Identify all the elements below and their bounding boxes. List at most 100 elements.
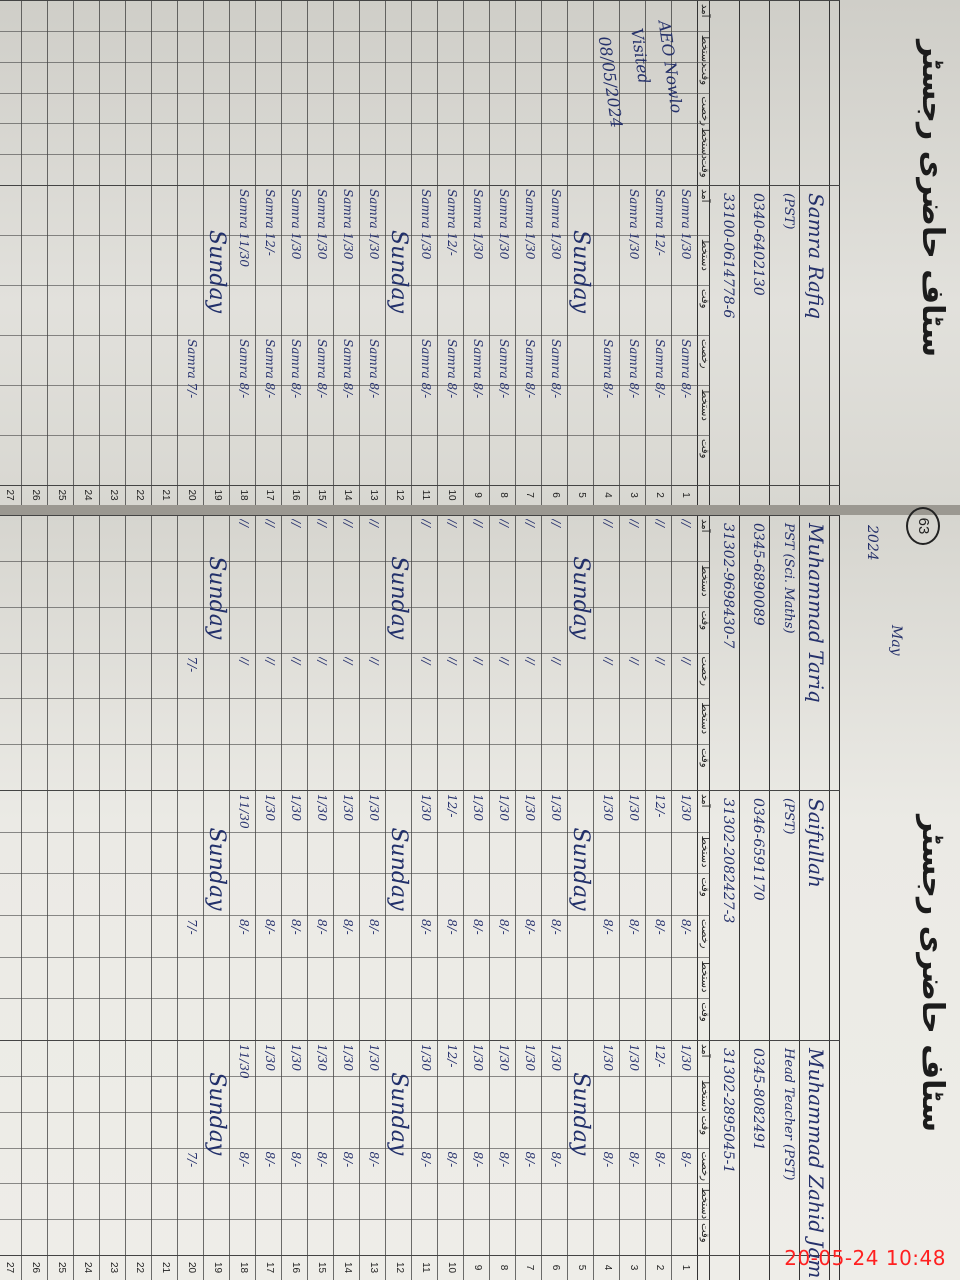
arrival-entry: // — [315, 519, 329, 528]
arrival-entry: // — [341, 519, 355, 528]
day-number: 11 — [420, 1262, 431, 1273]
column-header: آمد — [699, 519, 710, 533]
page-number: 63 — [906, 507, 940, 545]
column-header: دستخط — [699, 960, 710, 993]
grid-line — [151, 515, 152, 1280]
column-header: وقت — [699, 65, 710, 86]
staff-phone: 0345-8082491 — [750, 1048, 766, 1151]
departure-entry: Samra 8/- — [653, 339, 667, 399]
day-number: 14 — [342, 1261, 353, 1274]
staff-phone: 0340-6402130 — [750, 193, 766, 296]
departure-entry: Samra 8/- — [601, 339, 615, 399]
arrival-entry: Samra 1/30 — [471, 189, 485, 260]
arrival-entry: 1/30 — [341, 794, 355, 821]
day-number: 3 — [628, 492, 639, 498]
grid-line — [281, 0, 282, 505]
sunday-entry: Sunday — [386, 556, 411, 640]
staff-phone: 0346-6591170 — [750, 798, 766, 901]
day-number: 23 — [108, 489, 119, 501]
arrival-entry: // — [549, 519, 563, 528]
grid-line — [47, 0, 48, 505]
day-number: 9 — [472, 1264, 483, 1271]
day-number: 13 — [368, 1261, 379, 1274]
departure-entry: Samra 8/- — [679, 339, 693, 399]
sunday-entry: Sunday — [568, 1072, 593, 1156]
column-header: آمد — [699, 1044, 710, 1058]
day-number: 15 — [316, 1261, 327, 1274]
day-number: 6 — [550, 1264, 561, 1271]
departure-entry: 8/- — [653, 1151, 667, 1168]
day-number: 5 — [576, 492, 587, 498]
staff-cnic: 31302-9698430-7 — [720, 523, 736, 649]
day-number: 25 — [56, 1261, 67, 1274]
departure-entry: 8/- — [263, 1151, 277, 1168]
grid-line — [645, 515, 646, 1280]
sunday-entry: Sunday — [204, 230, 229, 314]
arrival-entry: // — [237, 519, 251, 528]
arrival-entry: Samra 11/30 — [237, 189, 251, 268]
column-header: وقت — [699, 1115, 710, 1136]
day-number: 4 — [602, 492, 613, 498]
arrival-entry: Samra 1/30 — [497, 189, 511, 260]
departure-entry: // — [601, 656, 615, 665]
arrival-entry: Samra 1/30 — [367, 189, 381, 260]
grid-line — [0, 0, 840, 1]
arrival-entry: 1/30 — [549, 794, 563, 821]
grid-line — [839, 515, 840, 1280]
camera-timestamp: 20-05-24 10:48 — [784, 1246, 946, 1270]
arrival-entry: 1/30 — [679, 794, 693, 821]
departure-entry: 8/- — [601, 919, 615, 935]
column-header: دستخط — [699, 702, 710, 735]
day-number: 4 — [602, 1264, 613, 1271]
grid-line — [541, 0, 542, 505]
arrival-entry: 1/30 — [627, 794, 641, 821]
grid-line — [593, 0, 594, 505]
arrival-entry: 12/- — [653, 1044, 667, 1068]
grid-line — [0, 235, 710, 236]
column-header: رخصت — [699, 96, 710, 127]
departure-entry: Samra 8/- — [237, 339, 251, 399]
arrival-entry: 1/30 — [523, 1044, 537, 1071]
departure-entry: Samra 8/- — [315, 339, 329, 399]
departure-entry: // — [497, 656, 511, 665]
arrival-entry: Samra 12/- — [653, 189, 667, 256]
arrival-entry: 1/30 — [549, 1044, 563, 1071]
arrival-entry: 12/- — [445, 1044, 459, 1068]
day-number: 15 — [316, 489, 327, 501]
staff-name: Samra Rafiq — [804, 193, 828, 320]
arrival-entry: 1/30 — [367, 1044, 381, 1071]
arrival-entry: // — [367, 519, 381, 528]
arrival-entry: 1/30 — [471, 794, 485, 821]
sunday-entry: Sunday — [568, 827, 593, 911]
arrival-entry: // — [289, 519, 303, 528]
day-number: 12 — [394, 1261, 405, 1274]
register-title-left: سٹاف حاضری رجسٹر — [915, 40, 950, 358]
grid-line — [151, 0, 152, 505]
arrival-entry: Samra 1/30 — [289, 189, 303, 260]
column-header: رخصت — [699, 1151, 710, 1182]
column-header: وقت — [699, 748, 710, 768]
column-header: رخصت — [699, 339, 710, 369]
register-title-right: سٹاف حاضری رجسٹر — [915, 815, 950, 1133]
grid-line — [229, 515, 230, 1280]
departure-entry: 8/- — [471, 1151, 485, 1168]
arrival-entry: 1/30 — [263, 794, 277, 821]
column-header: دستخط — [699, 127, 710, 160]
departure-entry: 8/- — [367, 1151, 381, 1168]
column-header: وقت — [699, 1223, 710, 1243]
departure-entry: 8/- — [341, 919, 355, 935]
arrival-entry: Samra 1/30 — [315, 189, 329, 260]
arrival-entry: Samra 12/- — [263, 189, 277, 256]
column-header: وقت — [699, 439, 710, 459]
departure-entry: Samra 8/- — [445, 339, 459, 399]
departure-entry: 8/- — [341, 1151, 355, 1168]
column-header: وقت — [699, 158, 710, 178]
grid-line — [829, 0, 830, 505]
arrival-entry: 1/30 — [341, 1044, 355, 1071]
grid-line — [0, 652, 710, 654]
departure-entry: // — [419, 656, 433, 665]
day-number: 7 — [524, 1264, 535, 1271]
arrival-entry: 12/- — [445, 794, 459, 818]
staff-cnic: 33100-0614778-6 — [720, 193, 736, 319]
